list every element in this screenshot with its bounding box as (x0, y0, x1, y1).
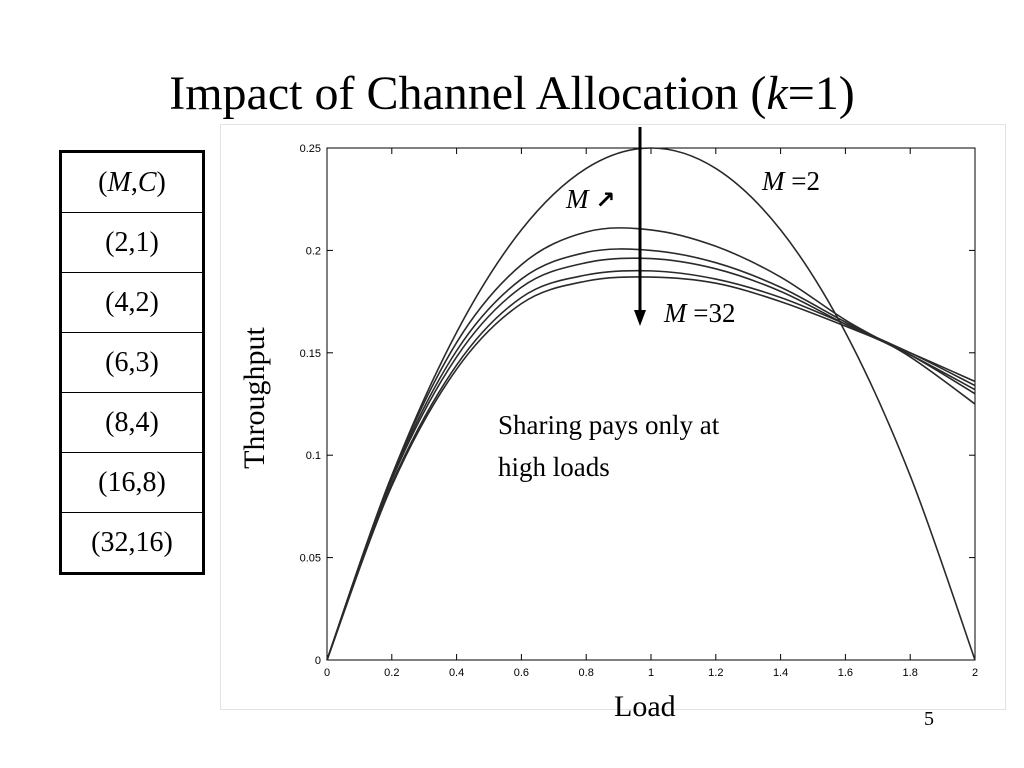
legend-row: (2,1) (60, 212, 204, 273)
y-tick-label: 0.2 (306, 245, 321, 257)
title-suffix: =1) (787, 67, 855, 120)
series-line-0 (326, 147, 976, 661)
y-axis-label: Throughput (238, 327, 271, 469)
annotation-sharing-line2: high loads (498, 452, 610, 482)
x-tick-label: 1.4 (773, 667, 788, 679)
x-axis-label: Load (614, 690, 676, 723)
series-line-1 (326, 227, 976, 661)
y-tick-label: 0.15 (300, 348, 321, 360)
annotation-m32: M =32 (664, 298, 735, 328)
series-line-5 (326, 276, 976, 661)
header-m: M (107, 166, 131, 198)
legend-cell: (16,8) (60, 452, 204, 513)
legend-header-cell: (M,C) (60, 151, 204, 213)
y-tick-label: 0.05 (300, 553, 321, 565)
annotation-m32-value: =32 (686, 298, 736, 328)
y-tick-label: 0 (315, 655, 321, 667)
header-c: C (137, 166, 157, 198)
legend-row: (4,2) (60, 272, 204, 333)
x-tick-label: 0.8 (579, 667, 594, 679)
legend-cell: (32,16) (60, 512, 204, 574)
annotation-m32-var: M (664, 298, 687, 328)
annotation-m2-value: =2 (784, 166, 820, 196)
x-tick-label: 0 (324, 667, 330, 679)
legend-cell: (8,4) (60, 392, 204, 453)
slide-title: Impact of Channel Allocation (k=1) (0, 64, 1024, 124)
x-tick-label: 1.8 (903, 667, 918, 679)
legend-cell: (2,1) (60, 212, 204, 273)
figure-panel (220, 124, 1006, 710)
annotation-m-increasing: M ↗ (566, 184, 615, 215)
mc-legend-table: (M,C) (2,1) (4,2) (6,3) (8,4) (16,8) (32… (59, 150, 205, 575)
x-tick-label: 0.6 (514, 667, 529, 679)
down-arrow-icon (634, 310, 646, 326)
x-tick-label: 0.4 (449, 667, 464, 679)
annotation-sharing: Sharing pays only at high loads (498, 404, 798, 488)
title-prefix: Impact of Channel Allocation ( (169, 67, 767, 120)
x-tick-label: 1 (648, 667, 654, 679)
series-line-4 (326, 269, 976, 661)
up-right-arrow-icon: ↗ (595, 186, 616, 214)
legend-cell: (4,2) (60, 272, 204, 333)
x-tick-label: 1.6 (838, 667, 853, 679)
annotation-m-increasing-var: M (566, 184, 589, 214)
legend-row: (6,3) (60, 332, 204, 393)
series-line-2 (326, 248, 976, 661)
x-tick-label: 2 (972, 667, 978, 679)
y-tick-label: 0.1 (306, 450, 321, 462)
title-variable: k (766, 67, 788, 120)
annotation-sharing-line1: Sharing pays only at (498, 410, 720, 440)
legend-row: (32,16) (60, 512, 204, 574)
legend-row: (8,4) (60, 392, 204, 453)
page-number: 5 (924, 708, 934, 730)
legend-cell: (6,3) (60, 332, 204, 393)
legend-row: (16,8) (60, 452, 204, 513)
x-tick-label: 0.2 (384, 667, 399, 679)
y-tick-label: 0.25 (300, 143, 321, 155)
legend-header-row: (M,C) (60, 151, 204, 213)
annotation-m2-var: M (762, 166, 785, 196)
annotation-m2: M =2 (762, 166, 820, 196)
x-tick-label: 1.2 (708, 667, 723, 679)
